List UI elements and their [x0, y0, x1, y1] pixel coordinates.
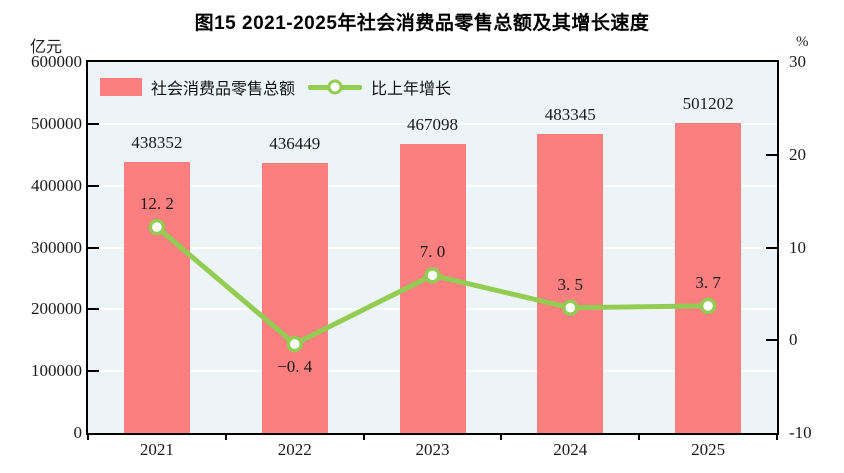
right-axis-tick	[766, 153, 777, 156]
right-axis-tick-label: 0	[789, 330, 798, 350]
growth-point-marker	[148, 218, 166, 236]
x-axis-tick	[500, 433, 503, 440]
left-axis-tick-label: 400000	[31, 175, 82, 195]
left-axis-tick-label: 300000	[31, 237, 82, 257]
left-axis-tick-label: 200000	[31, 299, 82, 319]
left-axis-tick	[88, 246, 99, 249]
legend-bar-swatch	[100, 78, 142, 96]
growth-point-marker	[699, 297, 717, 315]
left-axis-unit-label: 亿元	[29, 39, 62, 56]
left-axis-tick	[88, 184, 99, 187]
right-axis-tick	[766, 246, 777, 249]
gridline	[88, 122, 777, 125]
bar-value-label: 501202	[682, 94, 734, 114]
bar	[675, 123, 742, 433]
growth-point-marker	[562, 299, 579, 317]
left-axis-tick-label: 0	[73, 423, 83, 442]
right-axis-unit-label: %	[796, 34, 809, 50]
right-axis-tick	[766, 339, 777, 342]
right-axis-tick-label: 30	[789, 52, 806, 71]
x-axis-label: 2023	[415, 440, 450, 459]
growth-line-chart	[148, 218, 717, 353]
bar-value-label: 438352	[131, 132, 183, 152]
chart-title: 图15 2021-2025年社会消费品零售总额及其增长速度	[194, 13, 650, 34]
legend-line-marker-icon	[327, 79, 343, 95]
x-axis-label: 2022	[277, 440, 312, 459]
right-axis-tick-label: 10	[789, 237, 806, 257]
bar-value-label: 436449	[269, 134, 321, 154]
bar	[123, 161, 190, 433]
right-axis-tick-label: 20	[789, 144, 806, 164]
x-axis-tick	[362, 433, 365, 440]
legend-line-swatch	[308, 77, 363, 97]
x-axis-label: 2021	[139, 440, 174, 459]
bar	[261, 163, 328, 433]
x-axis-tick	[224, 433, 227, 440]
bar-value-label: 483345	[544, 105, 596, 125]
growth-value-label: −0. 4	[277, 356, 313, 376]
x-axis-tick	[776, 433, 778, 440]
growth-point-marker	[424, 267, 441, 284]
legend-bar-label: 社会消费品零售总额	[151, 81, 296, 98]
left-axis-tick-label: 100000	[31, 361, 82, 381]
left-axis-tick-label: 600000	[31, 52, 82, 71]
x-axis-tick	[87, 433, 89, 440]
growth-value-label: 3. 5	[557, 274, 584, 294]
bar-value-label: 467098	[407, 115, 458, 135]
x-axis-tick	[638, 433, 641, 440]
legend: 社会消费品零售总额 比上年增长	[100, 75, 451, 99]
x-axis-label: 2024	[553, 440, 588, 459]
bar	[537, 134, 604, 433]
legend-line-label: 比上年增长	[371, 81, 452, 98]
growth-value-label: 7. 0	[419, 242, 446, 262]
growth-point-marker	[286, 335, 303, 353]
growth-value-label: 3. 7	[695, 272, 721, 292]
growth-value-label: 12. 2	[139, 194, 174, 214]
plot-area: 社会消费品零售总额 比上年增长 438352 436449 467098 483345…	[86, 60, 779, 435]
left-axis-tick	[88, 122, 99, 125]
x-axis-label: 2025	[691, 440, 726, 459]
left-axis-tick	[88, 370, 99, 373]
right-axis-tick-label: -10	[789, 423, 812, 442]
left-axis-tick-label: 500000	[31, 113, 82, 133]
left-axis-tick	[88, 308, 99, 311]
